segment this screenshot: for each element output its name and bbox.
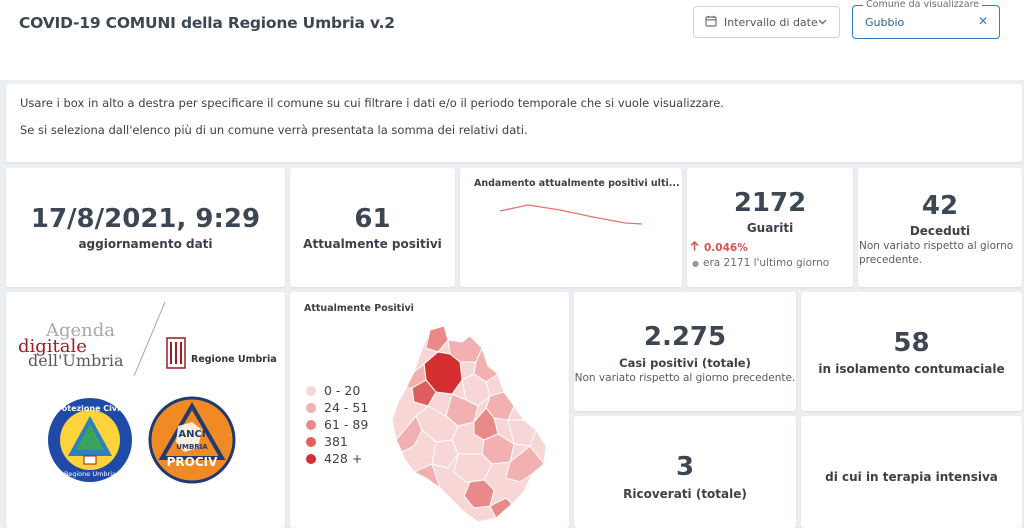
legend-item: 381 bbox=[306, 433, 368, 450]
intensiva-label: di cui in terapia intensiva bbox=[825, 470, 998, 484]
legend-label: 24 - 51 bbox=[324, 400, 369, 415]
trend-title: Andamento attualmente positivi ulti... bbox=[474, 178, 680, 189]
comune-select[interactable]: Comune da visualizzare Gubbio ✕ bbox=[852, 0, 1000, 39]
arrow-up-icon bbox=[690, 240, 699, 254]
date-range-label: Intervallo di date bbox=[724, 15, 818, 29]
close-icon[interactable]: ✕ bbox=[977, 14, 988, 28]
anci-logo-bottom: PROCIV bbox=[166, 455, 218, 469]
legend-label: 381 bbox=[324, 434, 348, 449]
map-region bbox=[431, 439, 459, 469]
anci-logo-mid: UMBRIA bbox=[176, 443, 208, 451]
isolamento-card: 58 in isolamento contumaciale bbox=[801, 292, 1022, 411]
casi-label: Casi positivi (totale) bbox=[619, 356, 751, 370]
positives-label: Attualmente positivi bbox=[303, 237, 442, 251]
anci-emblem-icon bbox=[148, 396, 236, 484]
positives-card: 61 Attualmente positivi bbox=[290, 168, 455, 287]
info-text-2: Se si seleziona dall'elenco più di un co… bbox=[20, 123, 528, 137]
page-title: COVID-19 COMUNI della Regione Umbria v.2 bbox=[19, 14, 395, 32]
guariti-previous: ● era 2171 l'ultimo giorno bbox=[692, 257, 830, 269]
map-region bbox=[412, 463, 441, 490]
deceduti-value: 42 bbox=[921, 191, 959, 221]
trend-sparkline bbox=[499, 204, 643, 225]
anci-logo-top: ANCI bbox=[178, 429, 206, 440]
legend-swatch bbox=[306, 419, 316, 430]
map-region bbox=[425, 325, 449, 353]
guariti-label: Guariti bbox=[746, 221, 794, 235]
ricoverati-label: Ricoverati (totale) bbox=[623, 487, 747, 501]
map-region bbox=[489, 497, 513, 519]
deceduti-card: 42 Deceduti Non variato rispetto al gior… bbox=[858, 168, 1022, 287]
guariti-delta: 0.046% bbox=[690, 240, 748, 254]
legend-item: 61 - 89 bbox=[306, 416, 368, 433]
divider-line bbox=[133, 301, 166, 377]
legend-swatch bbox=[306, 385, 316, 396]
ricoverati-value: 3 bbox=[675, 452, 695, 482]
casi-value: 2.275 bbox=[643, 322, 727, 352]
update-card: 17/8/2021, 9:29 aggiornamento dati bbox=[6, 168, 285, 287]
isolamento-label: in isolamento contumaciale bbox=[818, 362, 1005, 376]
agenda-logo-line2: digitale bbox=[18, 336, 87, 357]
update-label: aggiornamento dati bbox=[78, 237, 213, 251]
update-timestamp: 17/8/2021, 9:29 bbox=[30, 204, 261, 234]
deceduti-note: Non variato rispetto al giorno precedent… bbox=[859, 240, 1014, 266]
map-region bbox=[507, 419, 537, 447]
legend-swatch bbox=[306, 453, 316, 464]
intensiva-card: di cui in terapia intensiva bbox=[801, 416, 1022, 528]
isolamento-value: 58 bbox=[893, 328, 930, 358]
map-region bbox=[505, 445, 545, 483]
info-text-1: Usare i box in alto a destra per specifi… bbox=[20, 96, 724, 110]
map-region bbox=[405, 363, 427, 389]
ricoverati-card: 3 Ricoverati (totale) bbox=[574, 416, 796, 528]
map-title: Attualmente Positivi bbox=[304, 303, 414, 314]
legend-label: 428 + bbox=[324, 451, 363, 466]
comune-select-label: Comune da visualizzare bbox=[863, 0, 983, 11]
legend-swatch bbox=[306, 402, 316, 413]
protezione-logo-text: Protezione Civile bbox=[51, 404, 129, 413]
logos-card: Agenda digitale dell'Umbria Regione Umbr… bbox=[6, 292, 285, 528]
legend-swatch bbox=[306, 436, 316, 447]
top-bar: COVID-19 COMUNI della Regione Umbria v.2… bbox=[0, 0, 1024, 80]
protezione-civile-emblem-icon bbox=[48, 398, 132, 482]
positives-value: 61 bbox=[354, 204, 391, 234]
trend-card: Andamento attualmente positivi ulti... bbox=[460, 168, 682, 287]
info-panel: Usare i box in alto a destra per specifi… bbox=[6, 84, 1022, 162]
legend-item: 0 - 20 bbox=[306, 382, 368, 399]
map-legend: 0 - 20 24 - 51 61 - 89 381 428 + bbox=[306, 382, 368, 467]
guariti-previous-text: era 2171 l'ultimo giorno bbox=[702, 257, 830, 269]
protezione-logo-sub: Regione Umbria bbox=[64, 470, 116, 478]
deceduti-label: Deceduti bbox=[909, 224, 971, 238]
map-card: Attualmente Positivi 0 - 20 24 - 51 61 -… bbox=[290, 292, 569, 528]
calendar-icon bbox=[705, 15, 717, 30]
comune-selected-value: Gubbio bbox=[865, 16, 905, 29]
agenda-logo-line1: Agenda bbox=[46, 320, 116, 341]
casi-card: 2.275 Casi positivi (totale) Non variato… bbox=[574, 292, 796, 411]
trend-line bbox=[499, 204, 643, 225]
regione-logo-text: Regione Umbria bbox=[191, 354, 277, 365]
legend-label: 0 - 20 bbox=[324, 383, 361, 398]
umbria-choropleth-map[interactable] bbox=[386, 322, 556, 527]
legend-label: 61 - 89 bbox=[324, 417, 369, 432]
date-range-filter[interactable]: Intervallo di date bbox=[693, 6, 840, 38]
map-region bbox=[395, 415, 423, 453]
legend-item: 24 - 51 bbox=[306, 399, 368, 416]
guariti-card: 2172 Guariti 0.046% ● era 2171 l'ultimo … bbox=[687, 168, 853, 287]
legend-item: 428 + bbox=[306, 450, 368, 467]
chevron-down-icon bbox=[817, 16, 828, 30]
regione-emblem-icon bbox=[166, 337, 186, 369]
guariti-delta-value: 0.046% bbox=[704, 241, 748, 254]
casi-note: Non variato rispetto al giorno precedent… bbox=[574, 372, 796, 384]
guariti-value: 2172 bbox=[733, 188, 807, 218]
agenda-logo-line3: dell'Umbria bbox=[28, 351, 124, 370]
